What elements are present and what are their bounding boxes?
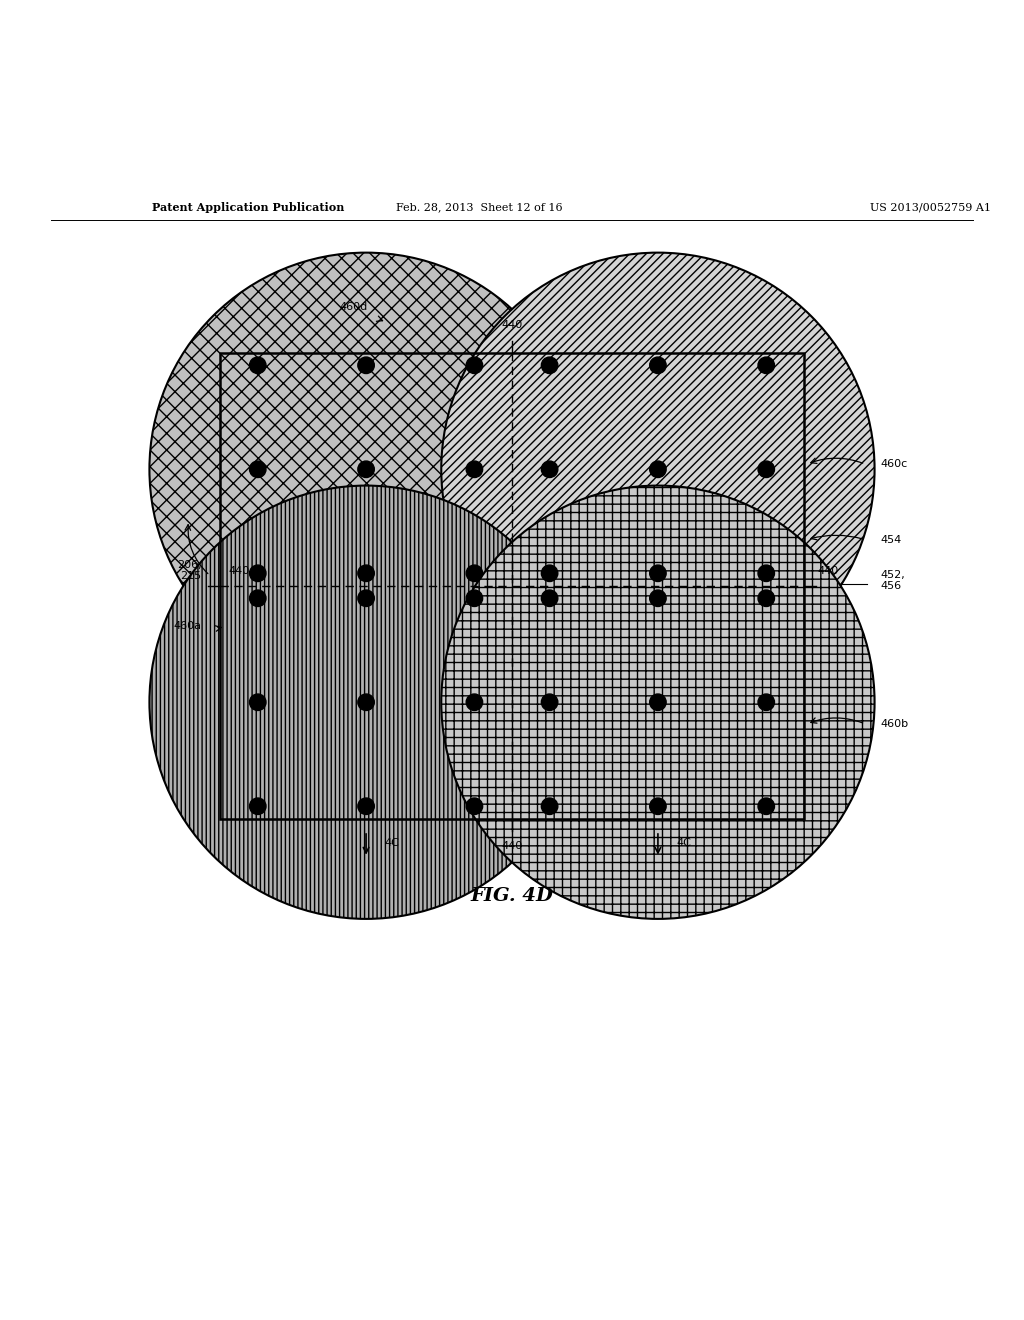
Text: 460c: 460c — [881, 459, 908, 469]
Circle shape — [250, 565, 266, 582]
Circle shape — [466, 461, 482, 478]
Circle shape — [649, 356, 667, 374]
Bar — [220, 352, 804, 818]
Text: 460d: 460d — [339, 302, 368, 312]
Circle shape — [649, 799, 667, 814]
Circle shape — [649, 590, 667, 606]
Text: 440: 440 — [817, 565, 839, 576]
Circle shape — [357, 590, 375, 606]
Circle shape — [357, 356, 375, 374]
Circle shape — [441, 252, 874, 686]
Circle shape — [758, 590, 774, 606]
Circle shape — [466, 799, 482, 814]
Circle shape — [150, 252, 583, 686]
Circle shape — [357, 461, 375, 478]
Text: 440: 440 — [502, 321, 522, 330]
Text: US 2013/0052759 A1: US 2013/0052759 A1 — [870, 202, 991, 213]
Circle shape — [542, 565, 558, 582]
Text: 440: 440 — [502, 841, 522, 851]
Text: 4C: 4C — [385, 838, 399, 849]
Circle shape — [542, 461, 558, 478]
Circle shape — [649, 461, 667, 478]
Circle shape — [542, 590, 558, 606]
Circle shape — [357, 694, 375, 710]
Text: 454: 454 — [881, 535, 902, 545]
Text: 452,
456: 452, 456 — [881, 570, 905, 591]
Circle shape — [250, 590, 266, 606]
Text: 206,
215: 206, 215 — [177, 560, 202, 581]
Circle shape — [758, 694, 774, 710]
Circle shape — [542, 694, 558, 710]
Circle shape — [649, 694, 667, 710]
Circle shape — [466, 590, 482, 606]
Text: Feb. 28, 2013  Sheet 12 of 16: Feb. 28, 2013 Sheet 12 of 16 — [396, 202, 562, 213]
Circle shape — [758, 461, 774, 478]
Circle shape — [357, 565, 375, 582]
Circle shape — [250, 356, 266, 374]
Circle shape — [758, 565, 774, 582]
Text: Patent Application Publication: Patent Application Publication — [152, 202, 344, 213]
Text: 460b: 460b — [881, 719, 908, 729]
Circle shape — [250, 799, 266, 814]
Text: 440: 440 — [228, 565, 250, 576]
Text: 460a: 460a — [174, 622, 202, 631]
Circle shape — [357, 799, 375, 814]
Circle shape — [466, 356, 482, 374]
Circle shape — [542, 356, 558, 374]
Circle shape — [466, 694, 482, 710]
Bar — [220, 352, 804, 818]
Circle shape — [542, 799, 558, 814]
Circle shape — [250, 694, 266, 710]
Text: 4C: 4C — [676, 838, 691, 849]
Circle shape — [758, 356, 774, 374]
Circle shape — [441, 486, 874, 919]
Circle shape — [649, 565, 667, 582]
Circle shape — [250, 461, 266, 478]
Circle shape — [758, 799, 774, 814]
Text: FIG. 4D: FIG. 4D — [471, 887, 553, 904]
Circle shape — [150, 486, 583, 919]
Circle shape — [466, 565, 482, 582]
